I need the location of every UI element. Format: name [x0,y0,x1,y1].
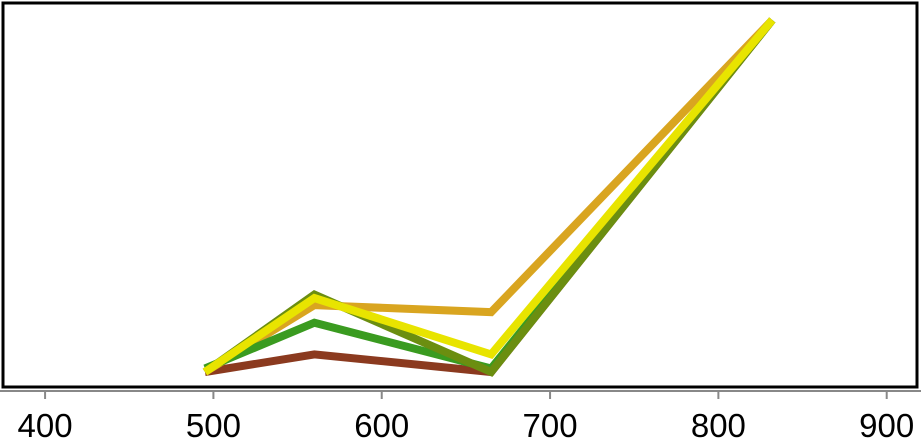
x-tick-label: 800 [691,407,746,443]
plot-frame [1,1,919,389]
x-axis: 400 500 600 700 800 900 [18,391,914,443]
x-tick-label: 600 [354,407,409,443]
series-line-5 [202,17,776,376]
x-tick-label: 700 [523,407,578,443]
x-tick-label: 500 [186,407,241,443]
x-tick-label: 400 [18,407,73,443]
plot-area [202,17,776,377]
x-tick-label: 900 [859,407,914,443]
